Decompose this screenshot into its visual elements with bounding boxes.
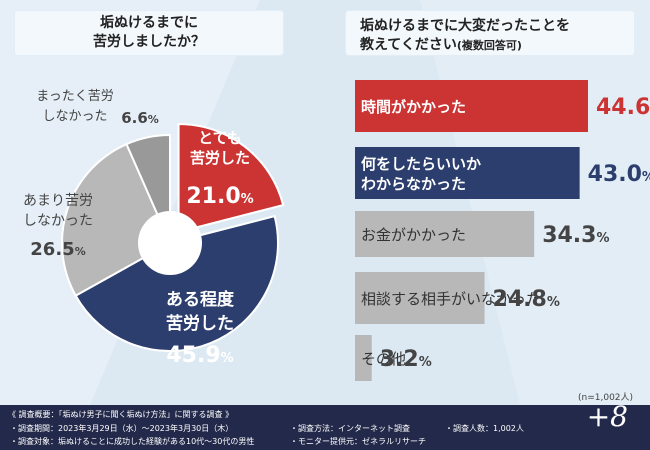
pie-slice-0 (177, 122, 285, 234)
bar-0 (355, 80, 588, 132)
bar-group-2: お金がかかった 34.3% (355, 211, 610, 257)
bar-label: お金がかかった (361, 226, 466, 244)
bar-value: 24.8% (493, 287, 560, 312)
pie-label-line2: しなかった (23, 213, 93, 229)
pie-label-line2: 苦労した (190, 149, 250, 167)
bar-question-line1: 垢ぬけるまでに大変だったことを (360, 18, 570, 34)
brand-logo: +8 (586, 400, 628, 433)
footer-title: 《 調査概要：「垢ぬけ男子に聞く垢ぬけ方法」に関する調査 》 (8, 410, 234, 419)
pie-question-line1: 垢ぬけるまでに (100, 15, 198, 31)
bar-2 (355, 211, 535, 257)
bar-value: 43.0% (588, 162, 650, 187)
bar-question-suffix: (複数回答可) (456, 39, 522, 52)
pie-chart: とても苦労した21.0%ある程度苦労した45.9%あまり苦労しなかった26.5%… (23, 88, 285, 368)
pie-label-line1: あまり苦労 (23, 193, 93, 209)
pie-label-line1: とても (198, 129, 242, 147)
pie-hole (138, 211, 202, 275)
bar-value: 34.3% (542, 223, 609, 248)
bar-1 (355, 147, 580, 199)
bar-label: その他 (361, 350, 406, 368)
bar-question-line2: 教えてください (360, 37, 457, 53)
pie-value: 45.9% (166, 343, 233, 368)
bar-question-card: 垢ぬけるまでに大変だったことを 教えてください(複数回答可) (345, 10, 635, 56)
pie-label-line1: ある程度 (166, 289, 235, 310)
pie-label-line1: まったく苦労 (36, 88, 113, 104)
footer-period: ・調査期間：2023年3月29日（水）〜2023年3月30日（木） (10, 424, 234, 433)
pie-question-card: 垢ぬけるまでに 苦労しましたか？ (14, 10, 284, 56)
pie-value: 26.5% (30, 239, 85, 260)
footer-method: ・調査方法：インターネット調査 (290, 424, 410, 433)
footer-target: ・調査対象：垢ぬけることに成功した経験がある10代〜30代の男性 (10, 437, 255, 446)
bar-label-line1: 何をしたらいいか (361, 155, 481, 173)
bar-label-line2: わからなかった (361, 175, 466, 193)
pie-label-line2: しなかった (42, 109, 107, 124)
pie-slice-1 (74, 214, 279, 352)
bar-label: 相談する相手がいなかった (361, 290, 541, 308)
footer-count: ・調査人数：1,002人 (445, 424, 524, 433)
bar-group-0: 時間がかかった 44.6% (355, 80, 650, 132)
survey-footer: 《 調査概要：「垢ぬけ男子に聞く垢ぬけ方法」に関する調査 》 ・調査期間：202… (0, 400, 650, 450)
bar-label: 時間がかかった (361, 98, 466, 116)
bar-value: 3.2% (380, 347, 432, 372)
pie-value: 6.6% (121, 109, 159, 127)
bar-4 (355, 335, 372, 381)
pie-label-line2: 苦労した (166, 313, 234, 334)
footer-provider: ・モニター提供元：ゼネラルリサーチ (290, 437, 426, 446)
bar-3 (355, 272, 485, 324)
pie-question-line2: 苦労しましたか？ (93, 34, 205, 50)
sample-size-note: (n=1,002人) (578, 393, 634, 403)
bar-value: 44.6% (596, 95, 650, 120)
